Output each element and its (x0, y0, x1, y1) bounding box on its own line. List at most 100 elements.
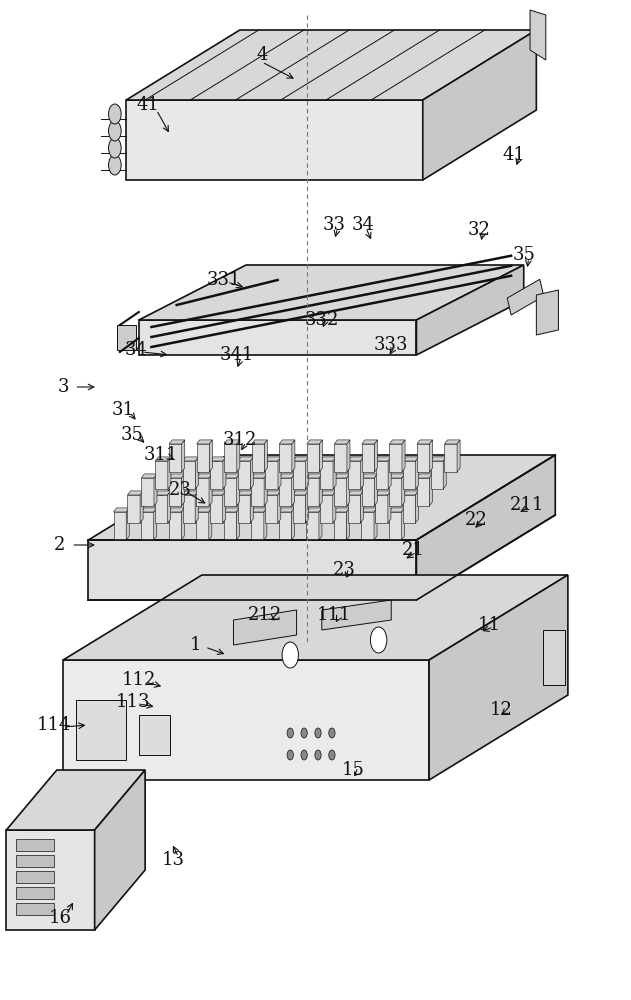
Polygon shape (307, 474, 322, 478)
Polygon shape (334, 474, 350, 478)
Polygon shape (306, 512, 319, 540)
Polygon shape (155, 491, 170, 495)
Polygon shape (155, 461, 168, 489)
Polygon shape (293, 457, 309, 461)
Polygon shape (264, 440, 268, 472)
Bar (16, 887, 54, 899)
Polygon shape (266, 457, 281, 461)
Polygon shape (307, 444, 319, 472)
Polygon shape (334, 478, 346, 506)
Polygon shape (224, 444, 237, 472)
Polygon shape (430, 440, 433, 472)
Text: 311: 311 (144, 446, 178, 464)
Polygon shape (402, 474, 405, 506)
Polygon shape (348, 461, 360, 489)
Polygon shape (292, 474, 295, 506)
Polygon shape (321, 457, 336, 461)
Polygon shape (237, 474, 240, 506)
Polygon shape (168, 457, 171, 489)
Circle shape (109, 121, 121, 141)
Polygon shape (388, 457, 391, 489)
Polygon shape (388, 491, 391, 523)
Polygon shape (183, 457, 198, 461)
Polygon shape (224, 512, 237, 540)
Text: 31: 31 (112, 401, 134, 419)
Polygon shape (333, 491, 336, 523)
Polygon shape (88, 540, 416, 600)
Polygon shape (63, 575, 568, 660)
Polygon shape (141, 478, 154, 506)
Polygon shape (348, 491, 363, 495)
Polygon shape (374, 440, 377, 472)
Polygon shape (401, 508, 404, 540)
Polygon shape (279, 478, 292, 506)
Polygon shape (6, 770, 145, 830)
Text: 16: 16 (49, 909, 71, 927)
Bar (16, 903, 54, 915)
Text: 111: 111 (317, 606, 351, 624)
Polygon shape (375, 461, 388, 489)
Text: 114: 114 (37, 716, 71, 734)
Text: 331: 331 (207, 271, 241, 289)
Polygon shape (252, 444, 264, 472)
Polygon shape (321, 461, 333, 489)
Polygon shape (389, 478, 402, 506)
Polygon shape (319, 474, 322, 506)
Polygon shape (416, 457, 419, 489)
Text: 1: 1 (190, 636, 201, 654)
Polygon shape (362, 508, 377, 512)
Polygon shape (238, 495, 251, 523)
Polygon shape (238, 461, 251, 489)
Polygon shape (196, 457, 198, 489)
Polygon shape (417, 440, 433, 444)
Polygon shape (196, 512, 209, 540)
Polygon shape (63, 660, 429, 780)
Polygon shape (374, 474, 377, 506)
Polygon shape (362, 444, 374, 472)
Circle shape (329, 728, 335, 738)
Polygon shape (334, 444, 347, 472)
Polygon shape (362, 478, 374, 506)
Text: 3: 3 (57, 378, 69, 396)
Polygon shape (293, 461, 305, 489)
Circle shape (301, 728, 307, 738)
Polygon shape (306, 508, 322, 512)
Polygon shape (530, 10, 546, 60)
Polygon shape (375, 495, 388, 523)
Polygon shape (196, 474, 212, 478)
Text: 23: 23 (333, 561, 355, 579)
Polygon shape (403, 491, 418, 495)
Text: 341: 341 (220, 346, 254, 364)
Polygon shape (141, 512, 154, 540)
Polygon shape (224, 478, 237, 506)
Bar (16, 855, 54, 867)
Polygon shape (444, 444, 457, 472)
Text: 333: 333 (374, 336, 408, 354)
Circle shape (287, 728, 293, 738)
Polygon shape (169, 440, 185, 444)
Polygon shape (403, 457, 419, 461)
Polygon shape (319, 440, 322, 472)
Text: 32: 32 (468, 221, 491, 239)
Polygon shape (443, 457, 446, 489)
Polygon shape (278, 491, 281, 523)
Polygon shape (279, 512, 292, 540)
Text: 21: 21 (402, 541, 425, 559)
Polygon shape (210, 491, 226, 495)
Polygon shape (305, 491, 309, 523)
Text: 12: 12 (490, 701, 513, 719)
Bar (507, 279, 544, 315)
Polygon shape (126, 508, 129, 540)
Polygon shape (114, 508, 129, 512)
Polygon shape (196, 478, 209, 506)
Polygon shape (348, 495, 360, 523)
Polygon shape (280, 444, 292, 472)
Polygon shape (278, 457, 281, 489)
Polygon shape (183, 461, 196, 489)
Bar (139, 715, 170, 755)
Polygon shape (279, 508, 295, 512)
Polygon shape (197, 440, 212, 444)
Polygon shape (126, 30, 536, 100)
Text: 211: 211 (510, 496, 544, 514)
Text: 41: 41 (137, 96, 160, 114)
